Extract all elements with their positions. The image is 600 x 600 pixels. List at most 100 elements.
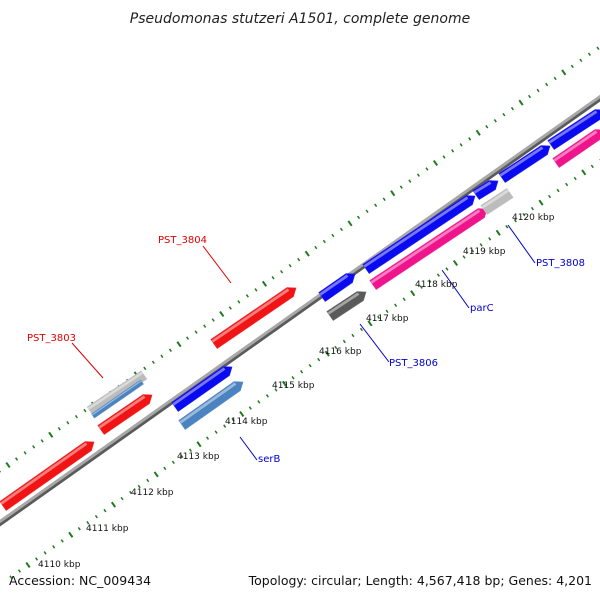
gene-gray-small[interactable] [480, 188, 514, 215]
tick-mark [66, 420, 70, 425]
tick-mark [394, 303, 398, 308]
tick-mark [168, 348, 172, 352]
leader-line [202, 245, 232, 284]
gene-darkgray-highlight [327, 292, 360, 315]
tick-mark [351, 333, 355, 338]
tick-mark [545, 82, 549, 87]
tick-mark [60, 539, 64, 543]
tick-mark [452, 259, 459, 267]
tick-mark [556, 188, 560, 193]
gene-gray-small-highlight [481, 189, 510, 209]
tick-mark [57, 427, 61, 431]
gene-track [0, 109, 600, 511]
label-leader-lines [71, 224, 536, 461]
tick-mark [271, 276, 275, 280]
tick-mark [143, 366, 147, 371]
tick-mark [367, 320, 373, 327]
tick-mark [359, 327, 363, 332]
tick-mark [180, 454, 184, 459]
gene-label[interactable]: PST_3803 [27, 333, 76, 344]
gene-steelblue-1-highlight [91, 380, 142, 416]
tick-mark [171, 460, 175, 465]
tick-mark [565, 182, 569, 187]
gene-blue-2[interactable] [318, 273, 356, 302]
scale-label: 4118 kbp [415, 280, 458, 290]
tick-mark [324, 350, 330, 357]
tick-mark [528, 94, 532, 99]
tick-mark [495, 229, 501, 236]
tick-mark [32, 445, 36, 449]
tick-mark [25, 561, 31, 569]
scale-label: 4110 kbp [38, 560, 81, 570]
tick-mark [280, 269, 284, 274]
tick-mark [52, 545, 56, 549]
gene-darkgray[interactable] [326, 291, 367, 321]
tick-mark [479, 243, 483, 247]
tick-mark [399, 185, 403, 189]
tick-mark [43, 551, 47, 555]
tick-mark [402, 297, 406, 301]
tick-mark [17, 569, 21, 573]
tick-mark [194, 330, 198, 334]
tick-mark [74, 414, 78, 419]
tick-mark [548, 194, 552, 199]
tick-mark [468, 137, 472, 141]
gene-label[interactable]: PST_3808 [536, 258, 585, 269]
tick-mark [5, 461, 11, 469]
scale-label: 4120 kbp [512, 213, 555, 223]
tick-mark [518, 99, 524, 106]
tick-mark [129, 490, 133, 495]
gene-red-3[interactable] [210, 287, 297, 349]
tick-mark [587, 52, 591, 57]
tick-mark [77, 527, 81, 531]
gene-blue-4[interactable] [472, 180, 499, 200]
gene-red-2-shape [97, 394, 153, 435]
gene-red-1-shape [0, 441, 95, 511]
tick-mark [502, 112, 506, 117]
gene-gray-top-highlight [87, 371, 144, 410]
scale-label: 4114 kbp [225, 417, 268, 427]
gene-blue-5[interactable] [498, 145, 551, 183]
tick-mark [425, 167, 429, 171]
gene-steelblue-2[interactable] [178, 381, 244, 430]
gene-blue-5-highlight [499, 146, 544, 177]
map-title: Pseudomonas stutzeri A1501, complete gen… [130, 11, 470, 27]
tick-mark [322, 239, 326, 244]
gene-label[interactable]: PST_3804 [158, 235, 207, 246]
leader-line [71, 342, 104, 379]
gene-blue-3[interactable] [362, 195, 476, 274]
tick-mark [188, 448, 192, 452]
tick-mark [357, 215, 361, 220]
tick-mark [510, 106, 514, 111]
tick-mark [211, 318, 215, 322]
gene-blue-4-highlight [473, 181, 492, 194]
tick-mark [445, 267, 449, 271]
gene-label[interactable]: PST_3806 [389, 358, 438, 369]
gene-red-1[interactable] [0, 441, 95, 511]
gene-label[interactable]: parC [470, 303, 494, 314]
tick-mark [9, 575, 13, 579]
gene-blue-3-highlight [363, 196, 469, 268]
scale-label: 4116 kbp [319, 347, 362, 357]
gene-blue-1[interactable] [171, 366, 233, 412]
tick-mark [536, 88, 540, 93]
tick-mark [120, 496, 124, 501]
tick-mark [505, 225, 509, 229]
tick-mark [245, 294, 249, 298]
tick-mark [110, 501, 117, 508]
tick-mark [365, 209, 369, 214]
gene-red-2-highlight [98, 395, 146, 429]
genome-backbone-shadow [0, 95, 600, 527]
tick-mark [261, 280, 268, 287]
tick-mark [451, 149, 455, 153]
gene-red-2[interactable] [97, 394, 153, 435]
tick-mark [291, 376, 295, 380]
tick-mark [214, 430, 218, 434]
gene-blue-1-shape [171, 366, 233, 412]
gene-steelblue-1[interactable] [91, 379, 144, 419]
gene-pink-1[interactable] [369, 208, 488, 290]
inner-tick-marks [9, 158, 600, 579]
gene-label[interactable]: serB [258, 454, 280, 465]
tick-mark [432, 159, 439, 167]
